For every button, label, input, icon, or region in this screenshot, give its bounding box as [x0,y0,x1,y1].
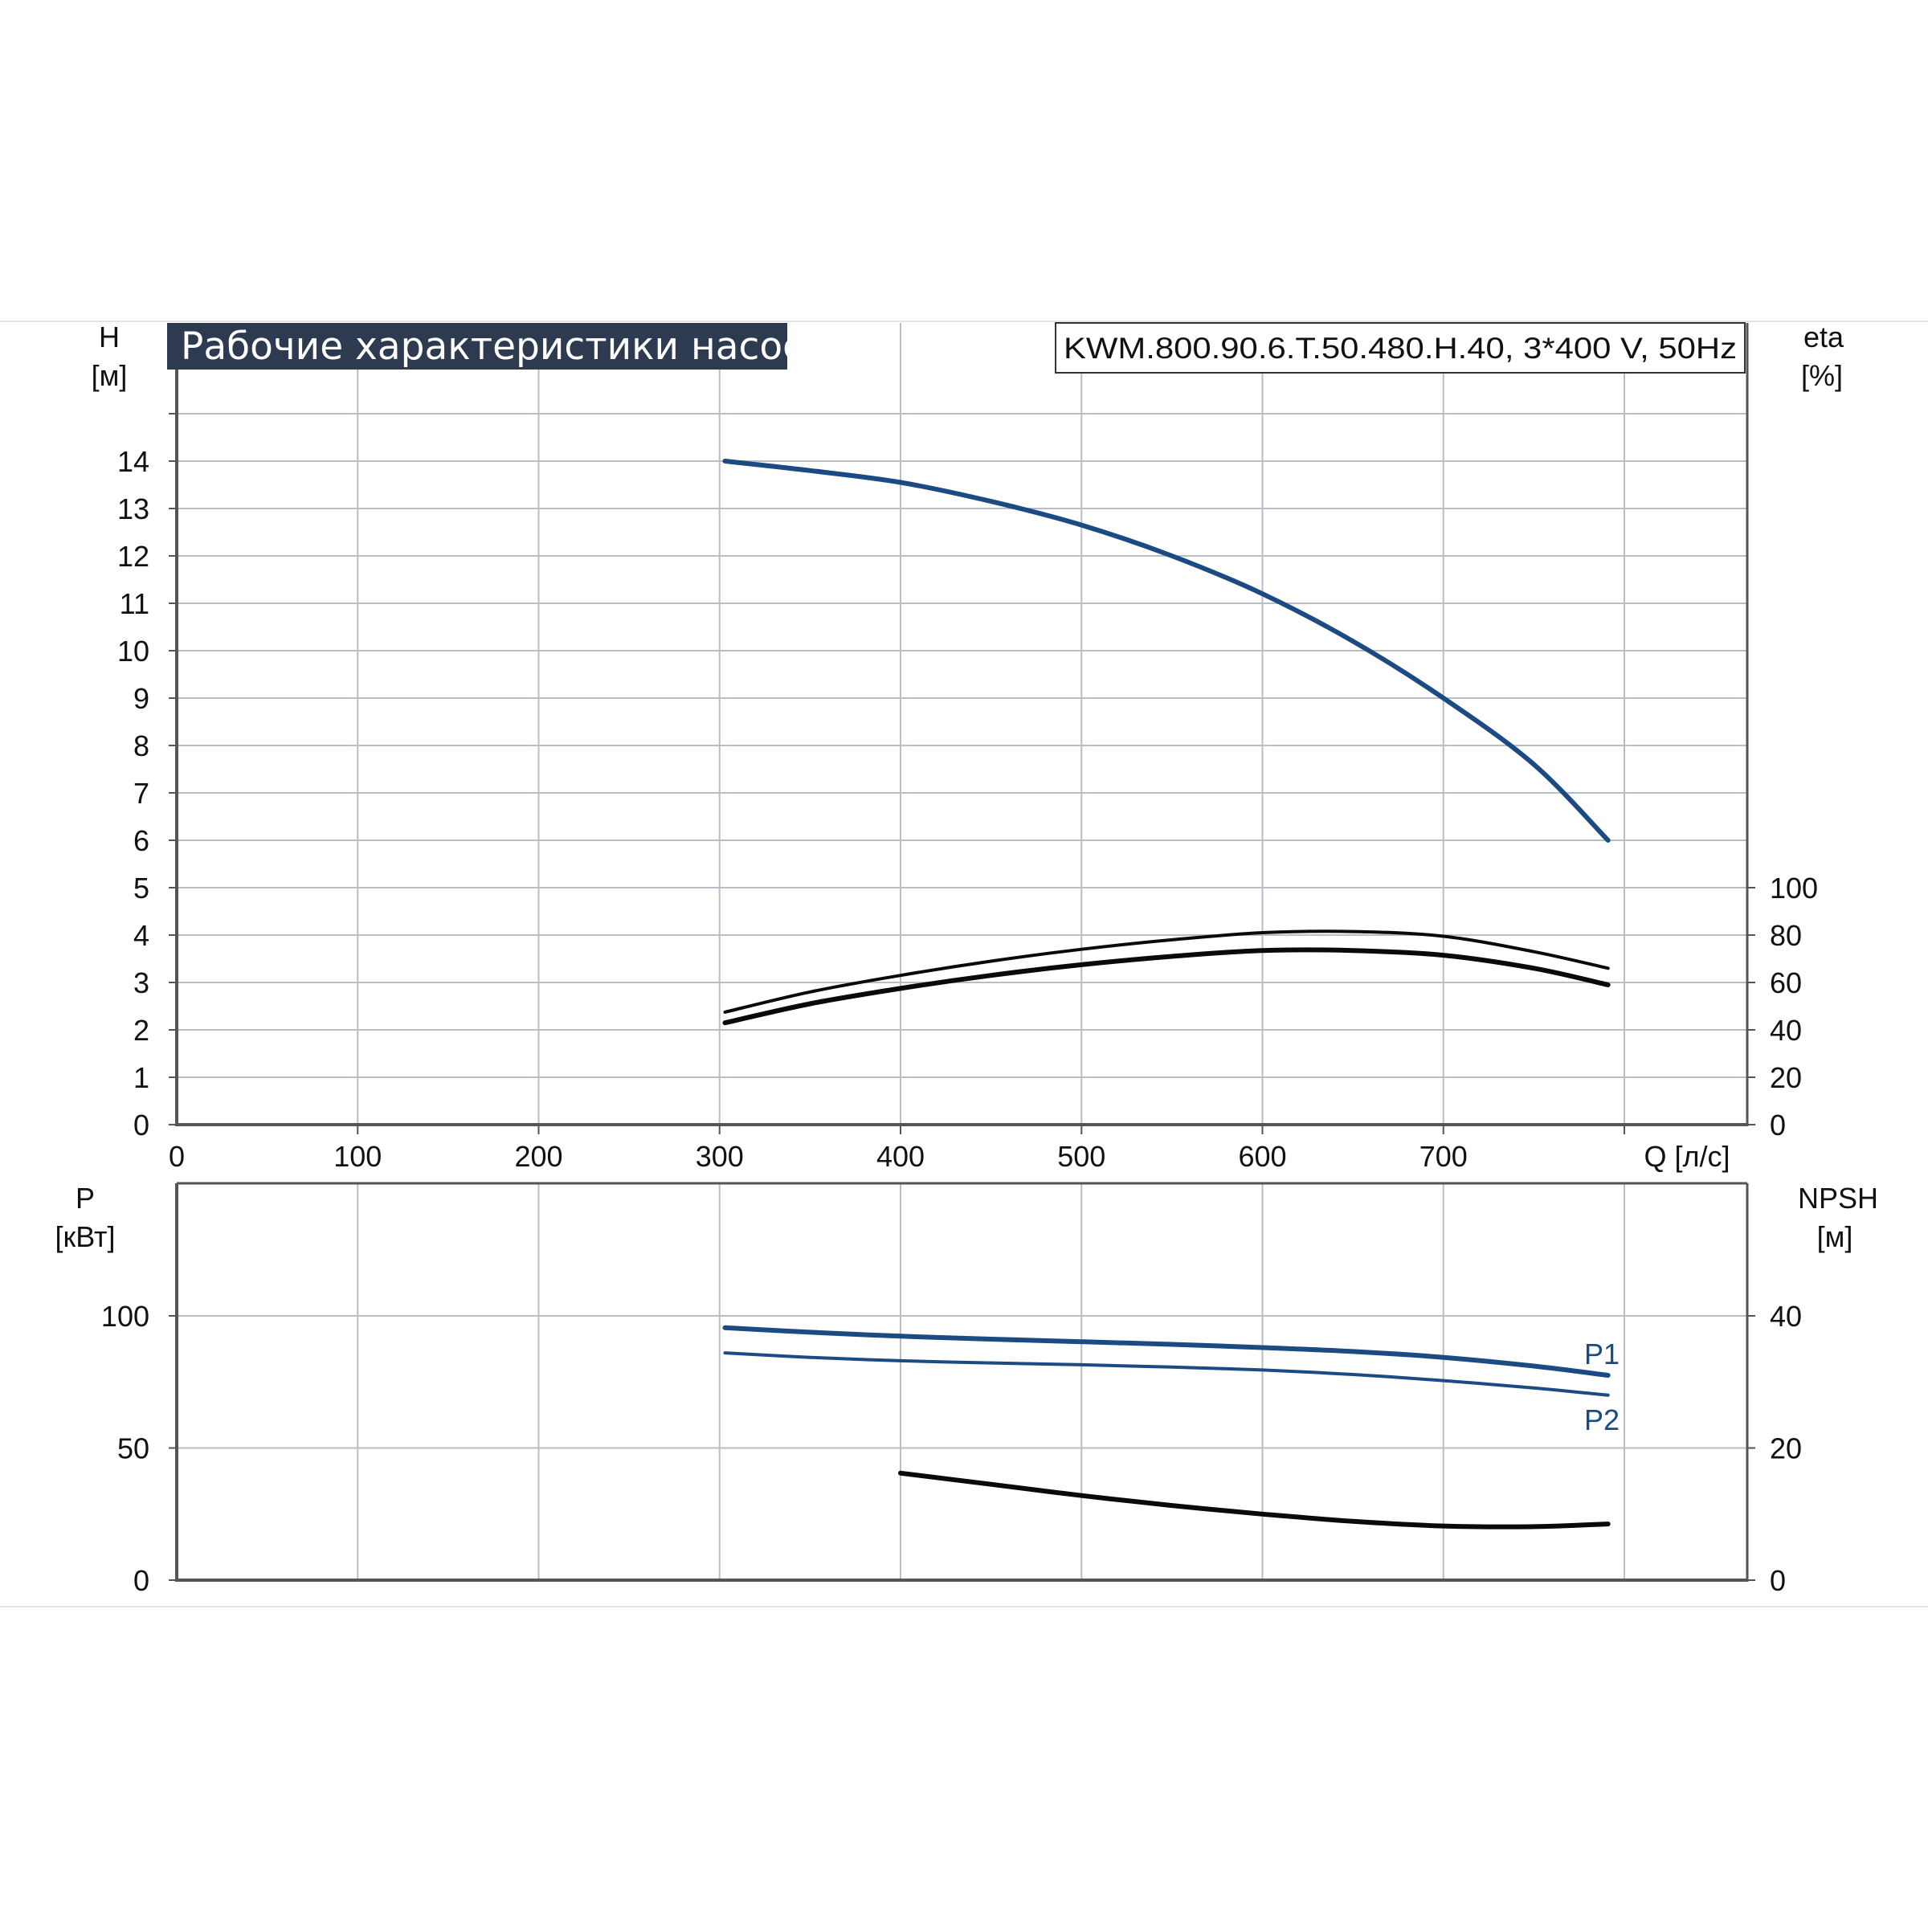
model-label: KWM.800.90.6.T.50.480.H.40, 3*400 V, 50H… [1064,332,1737,365]
model-box: KWM.800.90.6.T.50.480.H.40, 3*400 V, 50H… [1055,322,1746,374]
bottom-plot-grid [177,1183,1747,1580]
y-tick-label-h: 0 [133,1109,149,1142]
y-tick-label-p: 0 [133,1564,149,1597]
y-tick-label-h: 6 [133,824,149,857]
top-plot-grid [177,323,1747,1125]
y-tick-label-h: 14 [117,445,149,478]
y2-tick-label-eta: 80 [1770,919,1802,952]
bottom-plot-curves [722,1325,1611,1530]
x-tick-label: 700 [1419,1140,1468,1173]
x-tick-label: 100 [333,1140,382,1173]
y-axis-label-p: P [76,1182,95,1215]
y-axis-label-h: H [99,321,120,353]
y2-tick-label-npsh: 20 [1770,1432,1802,1465]
y2-axis-unit-eta: [%] [1801,359,1843,392]
y-axis-unit-p: [кВт] [55,1220,115,1253]
y2-tick-label-eta: 20 [1770,1061,1802,1094]
x-tick-label: 200 [514,1140,562,1173]
y-tick-label-h: 7 [133,777,149,810]
y-tick-label-h: 11 [120,587,149,620]
y-tick-label-h: 12 [117,540,149,573]
y2-tick-label-npsh: 0 [1770,1564,1786,1597]
y-tick-label-h: 4 [133,919,149,952]
x-tick-label: 600 [1238,1140,1286,1173]
curve-npsh [898,1470,1611,1530]
y-tick-label-h: 13 [117,492,149,525]
plot-axes [169,323,1755,1582]
curve-power-p1 [722,1325,1611,1378]
y2-tick-label-npsh: 40 [1770,1300,1802,1333]
chart-title: Рабочие характеристики насоса [181,325,827,369]
y-tick-label-h: 3 [133,966,149,999]
tick-labels: 0 100 200 300 400 500 600 700012345678910111213… [101,445,1818,1597]
y-tick-label-h: 8 [133,729,149,762]
y2-tick-label-eta: 0 [1770,1109,1786,1142]
x-tick-label: 0 [169,1140,185,1173]
top-plot-curves [722,459,1611,1026]
curve-power-p2 [723,1351,1610,1397]
y2-axis-unit-npsh: [м] [1817,1220,1853,1253]
curve-head-h [722,459,1611,843]
y-tick-label-h: 5 [133,872,149,905]
series-label-p2: P2 [1584,1403,1620,1436]
y2-tick-label-eta: 100 [1770,872,1818,905]
x-tick-label: 300 [696,1140,744,1173]
y2-tick-label-eta: 60 [1770,966,1802,999]
y2-tick-label-eta: 40 [1770,1014,1802,1047]
y-tick-label-h: 2 [133,1014,149,1047]
curve-efficiency-lower [722,947,1611,1026]
y-tick-label-p: 100 [101,1300,149,1333]
series-label-p1: P1 [1584,1338,1620,1370]
y-tick-label-h: 9 [133,682,149,715]
y2-axis-label-eta: eta [1803,321,1844,353]
x-tick-label: 400 [876,1140,925,1173]
x-tick-label: 500 [1057,1140,1105,1173]
y-axis-unit-h: [м] [92,359,128,392]
y-tick-label-p: 50 [117,1432,149,1465]
y-tick-label-h: 1 [133,1061,149,1094]
y2-axis-label-npsh: NPSH [1798,1182,1878,1215]
y-tick-label-h: 10 [117,635,149,668]
curve-efficiency-upper [723,929,1610,1014]
x-axis-label-q: Q [л/с] [1644,1140,1730,1173]
chart-title-box: Рабочие характеристики насоса [167,323,827,370]
